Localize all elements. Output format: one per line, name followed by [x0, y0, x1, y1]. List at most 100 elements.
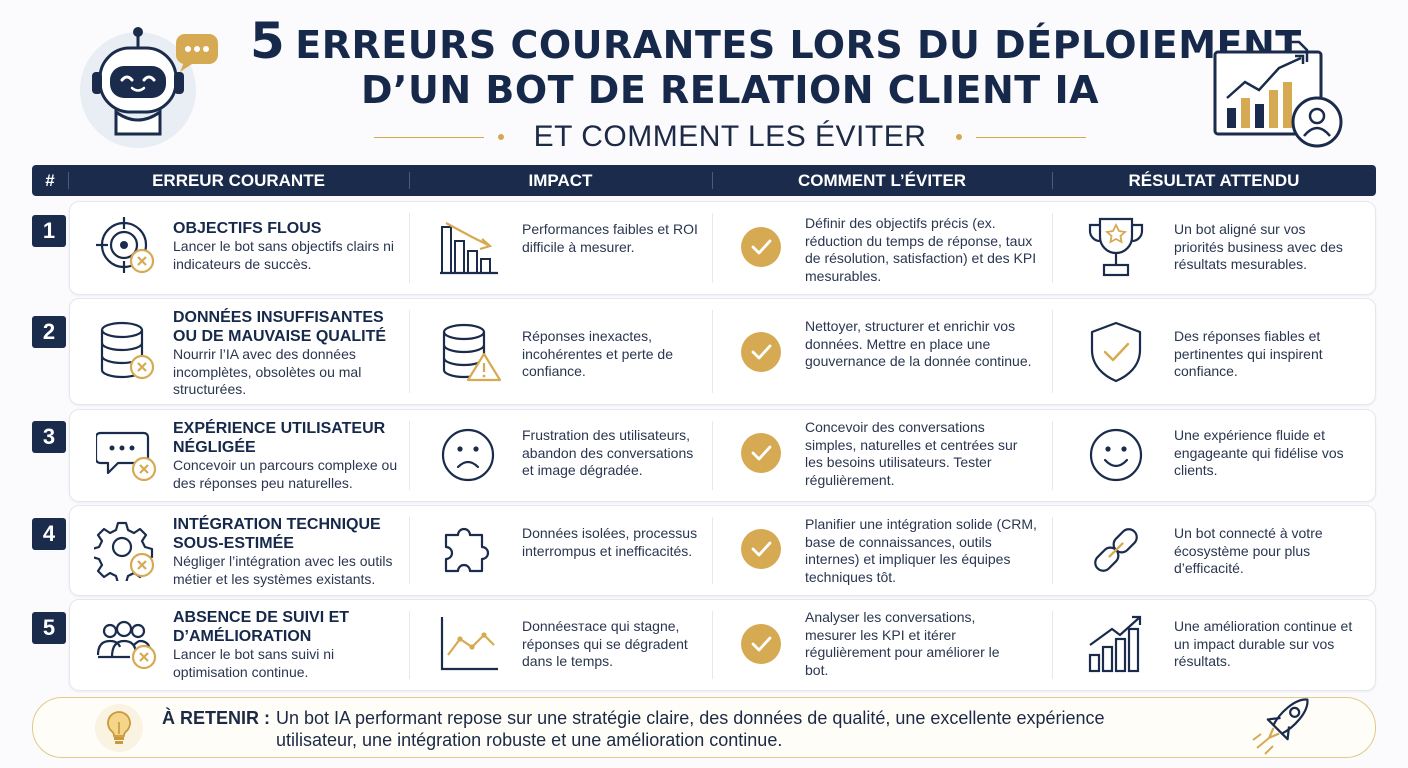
impact-text: Frustration des utilisateurs, abandon de…: [522, 427, 694, 478]
table-row: 3 EXPÉRIENCE UTILISATEUR NÉGLIGÉE Concev…: [32, 409, 1376, 502]
database-warning-icon: [440, 322, 502, 382]
table-row: 1 OBJECTIFS FLOUS Lancer le bot sans obj…: [32, 201, 1376, 295]
error-description: Lancer le bot sans objectifs clairs ni i…: [173, 238, 394, 272]
divider: [712, 421, 713, 490]
avoid-text: Nettoyer, structurer et enrichir vos don…: [805, 318, 1032, 369]
row-card: [69, 505, 1376, 596]
divider: [409, 310, 410, 393]
avoid-text: Définir des objectifs précis (ex. réduct…: [805, 215, 1037, 284]
divider: [409, 517, 410, 584]
error-title: INTÉGRATION TECHNIQUE SOUS-ESTIMÉE: [173, 516, 381, 552]
shield-check-icon: [1088, 320, 1144, 384]
robot-chat-icon: [80, 27, 218, 148]
key-takeaway-banner: À RETENIR : Un bot IA performant repose …: [32, 697, 1376, 758]
avoid-text: Analyser les conversations, mesurer les …: [805, 609, 1000, 678]
lightbulb-icon: [95, 704, 143, 752]
divider: [1052, 421, 1053, 490]
error-title: ABSENCE DE SUIVI ET D’AMÉLIORATION: [173, 609, 350, 645]
row-number-badge: 1: [32, 215, 66, 247]
growth-chart-icon: [1086, 611, 1148, 673]
target-icon: [94, 215, 158, 279]
impact-text: Donnéesтace qui stagne, réponses qui se …: [522, 618, 688, 669]
takeaway-text: À RETENIR : Un bot IA performant repose …: [162, 707, 1162, 751]
check-icon: [741, 227, 781, 267]
divider: [1052, 611, 1053, 679]
error-description: Concevoir un parcours complexe ou des ré…: [173, 457, 398, 491]
table-header: # ERREUR COURANTE IMPACT COMMENT L’ÉVITE…: [32, 165, 1376, 196]
avoid-text: Planifier une intégration solide (CRM, b…: [805, 516, 1037, 585]
divider: [373, 136, 484, 138]
analytics-user-icon: [1213, 40, 1343, 148]
row-card: [69, 298, 1376, 405]
puzzle-piece-icon: [440, 521, 498, 579]
impact-text: Réponses inexactes, incohérentes et pert…: [522, 328, 673, 379]
row-card: [69, 599, 1376, 691]
declining-bar-chart-icon: [436, 219, 500, 277]
impact-text: Performances faibles et ROI difficile à …: [522, 221, 698, 255]
rocket-icon: [1252, 698, 1309, 755]
row-number-badge: 4: [32, 518, 66, 550]
divider: [1052, 213, 1053, 283]
happy-face-icon: [1088, 427, 1144, 483]
divider-dot: [956, 134, 963, 140]
error-description: Lancer le bot sans suivi ni optimisation…: [173, 646, 335, 680]
table-row: 4 INTÉGRATION TECHNIQUE SOUS-ESTIMÉE Nég…: [32, 505, 1376, 596]
error-description: Négliger l’intégration avec les outils m…: [173, 553, 393, 587]
takeaway-label: À RETENIR :: [162, 708, 270, 728]
divider: [712, 517, 713, 584]
subtitle-row: ET COMMENT LES ÉVITER: [250, 120, 1210, 154]
chat-bubble-icon: [96, 427, 158, 483]
page-title-line2: D’UN BOT DE RELATION CLIENT IA: [360, 68, 1099, 112]
row-card: [69, 409, 1376, 502]
row-number-badge: 5: [32, 612, 66, 644]
result-text: Un bot aligné sur vos priorités business…: [1174, 221, 1343, 272]
divider: [712, 213, 713, 283]
error-title: OBJECTIFS FLOUS: [173, 220, 322, 237]
result-text: Une expérience fluide et engageante qui …: [1174, 427, 1344, 478]
page-title-line1: 5 ERREURS COURANTES LORS DU DÉPLOIEMENT: [250, 16, 1301, 68]
column-header-number: #: [45, 171, 55, 190]
row-card: [69, 201, 1376, 295]
error-title: EXPÉRIENCE UTILISATEUR NÉGLIGÉE: [173, 420, 386, 456]
impact-text: Données isolées, processus interrompus e…: [522, 525, 698, 559]
title-number: 5: [250, 12, 286, 70]
check-icon: [741, 433, 781, 473]
gear-icon: [94, 519, 158, 581]
title-block: 5 ERREURS COURANTES LORS DU DÉPLOIEMENT D…: [250, 16, 1301, 154]
column-header-avoid: COMMENT L’ÉVITER: [712, 165, 1052, 196]
takeaway-message: Un bot IA performant repose sur une stra…: [276, 708, 1105, 750]
check-icon: [741, 624, 781, 664]
check-icon: [741, 332, 781, 372]
result-text: Un bot connecté à votre écosystème pour …: [1174, 525, 1323, 576]
result-text: Une amélioration continue et un impact d…: [1174, 618, 1353, 669]
title-text-1: ERREURS COURANTES LORS DU DÉPLOIEMENT: [295, 23, 1302, 67]
team-icon: [94, 619, 158, 671]
table-row: 2 DONNÉES INSUFFISANTES OU DE MAUVAISE Q…: [32, 298, 1376, 405]
divider: [409, 213, 410, 283]
divider: [976, 136, 1087, 138]
divider: [712, 611, 713, 679]
row-number-badge: 2: [32, 316, 66, 348]
divider-dot: [497, 134, 504, 140]
check-icon: [741, 529, 781, 569]
column-header-error: ERREUR COURANTE: [68, 165, 409, 196]
header: 5 ERREURS COURANTES LORS DU DÉPLOIEMENT D…: [0, 0, 1408, 160]
sad-face-icon: [440, 427, 496, 483]
subtitle: ET COMMENT LES ÉVITER: [533, 120, 927, 153]
error-title: DONNÉES INSUFFISANTES OU DE MAUVAISE QUA…: [173, 309, 387, 345]
column-header-impact: IMPACT: [409, 165, 712, 196]
result-text: Des réponses fiables et pertinentes qui …: [1174, 328, 1323, 379]
chain-link-icon: [1086, 521, 1146, 579]
row-number-badge: 3: [32, 421, 66, 453]
database-icon: [98, 320, 158, 382]
divider: [1052, 517, 1053, 584]
divider: [409, 611, 410, 679]
table-row: 5 ABSENCE DE SUIVI ET D’AMÉLIORATION Lan…: [32, 599, 1376, 691]
line-chart-icon: [438, 615, 500, 673]
divider: [409, 421, 410, 490]
divider: [712, 310, 713, 393]
error-description: Nourrir l’IA avec des données incomplète…: [173, 346, 362, 397]
trophy-icon: [1086, 215, 1146, 279]
divider: [1052, 310, 1053, 393]
column-header-result: RÉSULTAT ATTENDU: [1052, 165, 1376, 196]
